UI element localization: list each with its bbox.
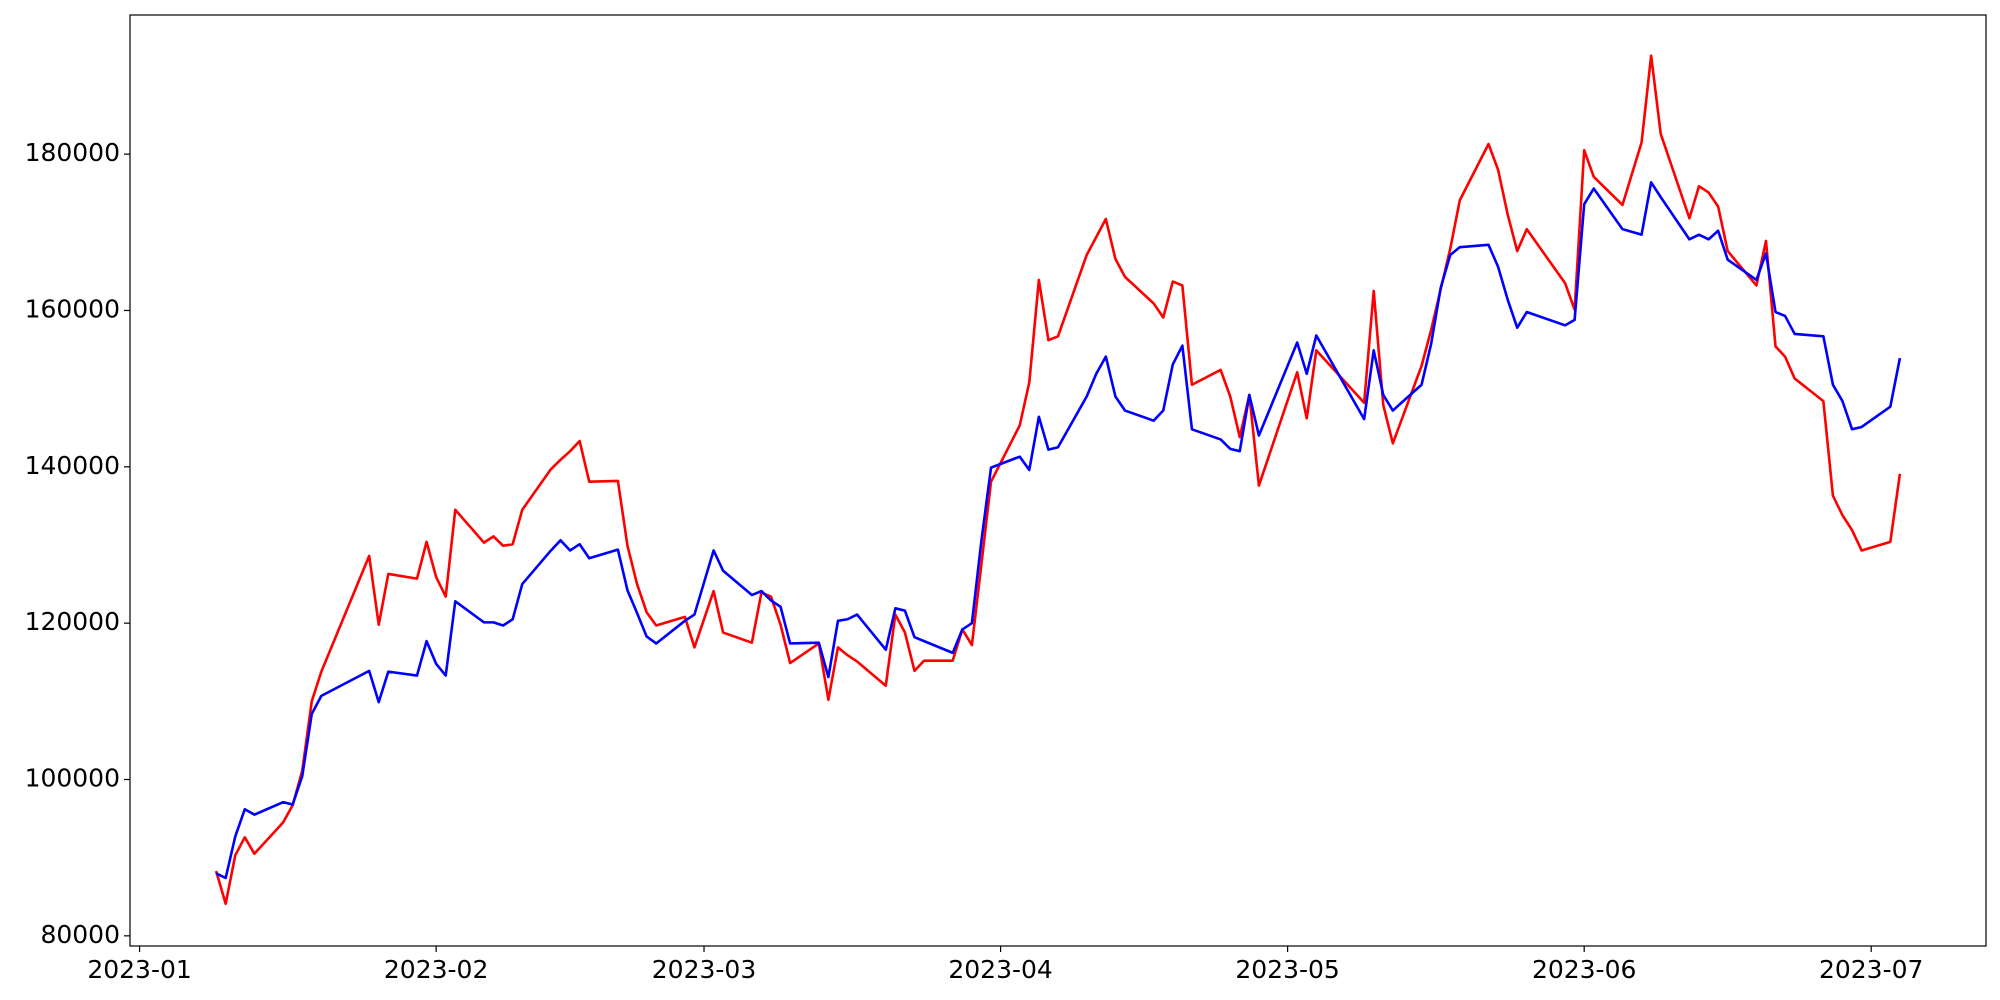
- x-tick-label: 2023-01: [87, 955, 191, 984]
- x-tick-label: 2023-07: [1819, 955, 1923, 984]
- y-tick-label: 180000: [25, 138, 120, 167]
- y-tick-label: 160000: [25, 294, 120, 323]
- y-tick-label: 100000: [25, 763, 120, 792]
- x-tick-label: 2023-05: [1235, 955, 1339, 984]
- x-tick-label: 2023-03: [652, 955, 756, 984]
- y-tick-label: 140000: [25, 451, 120, 480]
- series-line: [214, 54, 1902, 906]
- y-tick-label: 120000: [25, 607, 120, 636]
- plot-frame: [129, 14, 1987, 947]
- series-line: [215, 180, 1902, 880]
- y-tick-label: 80000: [40, 920, 120, 949]
- x-tick-label: 2023-06: [1532, 955, 1636, 984]
- x-tick-label: 2023-04: [948, 955, 1052, 984]
- x-tick-label: 2023-02: [384, 955, 488, 984]
